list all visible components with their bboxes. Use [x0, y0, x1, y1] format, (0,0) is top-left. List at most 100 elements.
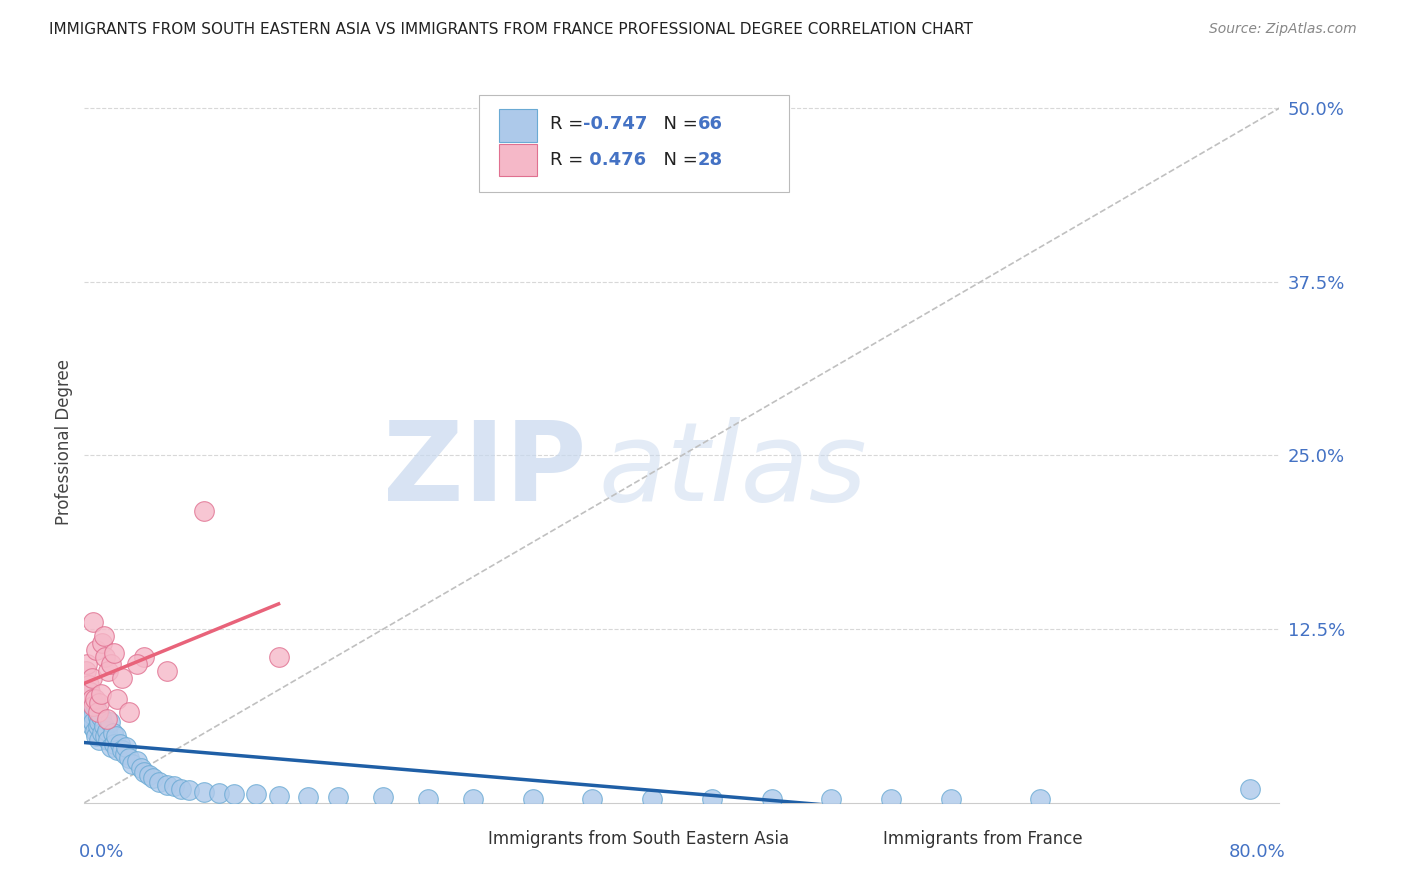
- Point: [79, 684, 101, 698]
- FancyBboxPatch shape: [443, 828, 479, 850]
- Point: [96, 713, 118, 727]
- FancyBboxPatch shape: [479, 95, 790, 193]
- Point: [1029, 791, 1052, 805]
- Point: [416, 791, 439, 805]
- Point: [90, 687, 112, 701]
- Point: [118, 751, 141, 765]
- Point: [77, 684, 100, 698]
- Point: [461, 791, 484, 805]
- Point: [86, 643, 108, 657]
- Text: 28: 28: [697, 151, 723, 169]
- Point: [641, 791, 664, 805]
- Point: [155, 778, 177, 792]
- Point: [80, 671, 103, 685]
- Point: [82, 715, 104, 730]
- Text: Immigrants from South Eastern Asia: Immigrants from South Eastern Asia: [488, 830, 789, 848]
- Text: 66: 66: [697, 115, 723, 133]
- Text: Immigrants from France: Immigrants from France: [883, 830, 1083, 848]
- Point: [142, 771, 165, 785]
- FancyBboxPatch shape: [838, 828, 873, 850]
- Text: 0.0%: 0.0%: [79, 843, 124, 861]
- Point: [222, 788, 245, 802]
- Y-axis label: Professional Degree: Professional Degree: [55, 359, 73, 524]
- Point: [155, 664, 177, 678]
- Point: [82, 615, 104, 630]
- Point: [138, 768, 160, 782]
- Point: [75, 664, 97, 678]
- Point: [91, 636, 114, 650]
- Point: [111, 671, 134, 685]
- Point: [86, 701, 108, 715]
- Point: [77, 678, 100, 692]
- Point: [82, 708, 104, 723]
- FancyBboxPatch shape: [499, 109, 537, 142]
- Point: [89, 696, 111, 710]
- Point: [114, 747, 136, 761]
- Point: [93, 719, 115, 733]
- FancyBboxPatch shape: [499, 144, 537, 177]
- Point: [939, 791, 962, 805]
- Point: [100, 657, 122, 671]
- Point: [1239, 781, 1261, 796]
- Point: [96, 723, 118, 738]
- Point: [297, 790, 319, 805]
- Text: Source: ZipAtlas.com: Source: ZipAtlas.com: [1209, 22, 1357, 37]
- Point: [86, 729, 108, 743]
- Point: [170, 781, 193, 796]
- Point: [132, 649, 156, 664]
- Point: [83, 697, 105, 711]
- Point: [103, 646, 125, 660]
- Text: 0.476: 0.476: [582, 151, 645, 169]
- Point: [89, 733, 111, 747]
- Point: [87, 709, 110, 723]
- Point: [94, 649, 117, 664]
- Text: N =: N =: [652, 151, 703, 169]
- Point: [373, 790, 395, 805]
- Point: [148, 775, 170, 789]
- Point: [100, 740, 122, 755]
- Point: [110, 738, 132, 752]
- Point: [118, 706, 141, 720]
- Point: [80, 719, 103, 733]
- Point: [94, 729, 117, 743]
- Text: R =: R =: [551, 115, 589, 133]
- Point: [83, 723, 105, 738]
- Point: [98, 715, 121, 730]
- Point: [105, 691, 128, 706]
- Point: [177, 783, 200, 797]
- Point: [79, 713, 101, 727]
- Point: [245, 788, 267, 802]
- Point: [79, 696, 101, 710]
- Text: N =: N =: [652, 115, 703, 133]
- Point: [97, 664, 120, 678]
- Text: R =: R =: [551, 151, 589, 169]
- Point: [103, 738, 125, 752]
- Point: [328, 790, 350, 805]
- Point: [90, 709, 112, 723]
- Point: [193, 504, 215, 518]
- Point: [87, 719, 110, 733]
- Point: [83, 691, 105, 706]
- Point: [76, 698, 98, 713]
- Point: [105, 743, 128, 757]
- Point: [76, 657, 98, 671]
- Text: IMMIGRANTS FROM SOUTH EASTERN ASIA VS IMMIGRANTS FROM FRANCE PROFESSIONAL DEGREE: IMMIGRANTS FROM SOUTH EASTERN ASIA VS IM…: [49, 22, 973, 37]
- Point: [820, 791, 842, 805]
- Point: [125, 754, 148, 768]
- Point: [267, 649, 290, 664]
- Point: [87, 706, 110, 720]
- Point: [880, 791, 903, 805]
- Point: [111, 743, 134, 757]
- Point: [91, 726, 114, 740]
- Point: [267, 789, 290, 803]
- Point: [80, 701, 103, 715]
- Text: atlas: atlas: [599, 417, 868, 524]
- Point: [97, 733, 120, 747]
- Point: [132, 765, 156, 780]
- Text: 80.0%: 80.0%: [1229, 843, 1285, 861]
- Point: [80, 691, 103, 706]
- Point: [125, 657, 148, 671]
- Point: [93, 629, 115, 643]
- Point: [101, 726, 124, 740]
- Point: [761, 791, 783, 805]
